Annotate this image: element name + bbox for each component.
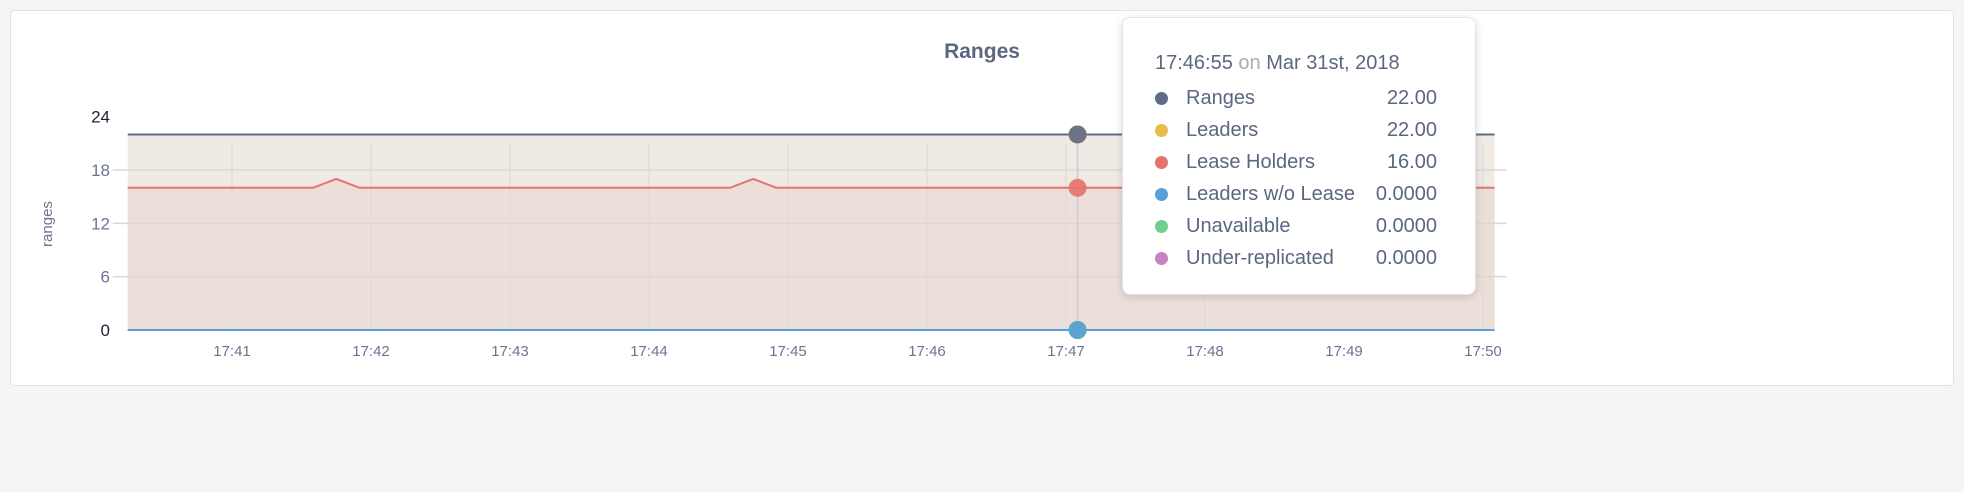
y-tick-label: 12 [91,214,110,233]
x-tick-label: 17:49 [1325,343,1363,360]
tooltip-row-leaders: Leaders 22.00 [1155,115,1437,145]
tooltip-timestamp: 17:46:55 on Mar 31st, 2018 [1155,52,1400,75]
tooltip-series-label: Leaders [1186,118,1259,141]
tooltip-series-value: 0.0000 [1375,246,1437,269]
x-tick-label: 17:46 [908,343,946,360]
tooltip-row-lease-holders: Lease Holders 16.00 [1155,147,1437,177]
y-tick-label: 0 [101,321,110,340]
series-color-dot-icon [1155,187,1168,201]
tooltip-series-label: Lease Holders [1186,150,1315,173]
y-tick-label: 18 [91,161,110,180]
x-tick-label: 17:47 [1047,343,1085,360]
tooltip-series-label: Ranges [1186,86,1255,109]
tooltip-date: Mar 31st, 2018 [1266,52,1400,74]
tooltip-series-label: Unavailable [1186,214,1291,237]
x-tick-label: 17:44 [630,343,668,360]
tooltip-series-label: Under-replicated [1186,246,1334,269]
series-line-lease-holders [127,177,1495,189]
tooltip-row-leaders-w-o-lease: Leaders w/o Lease 0.0000 [1155,179,1437,209]
series-color-dot-icon [1155,219,1168,233]
x-tick-label: 17:43 [491,343,529,360]
tooltip-series-value: 16.00 [1386,150,1437,173]
tooltip-series-value: 0.0000 [1375,214,1437,237]
tooltip-series-value: 22.00 [1386,86,1437,109]
x-tick-label: 17:42 [352,343,390,360]
y-axis-label: ranges [39,201,56,247]
tooltip-on: on [1238,52,1261,74]
x-tick-label: 17:41 [213,343,251,360]
series-color-dot-icon [1155,123,1168,137]
tooltip-series-value: 0.0000 [1375,182,1437,205]
hover-tooltip: 17:46:55 on Mar 31st, 2018 Ranges 22.00 Le… [1122,17,1476,295]
tooltip-row-ranges: Ranges 22.00 [1155,83,1437,113]
series-color-dot-icon [1155,155,1168,169]
y-tick-label: 6 [101,268,110,287]
tooltip-series-label: Leaders w/o Lease [1186,182,1356,205]
x-tick-label: 17:50 [1464,343,1502,360]
x-tick-label: 17:48 [1186,343,1224,360]
tooltip-time: 17:46:55 [1155,52,1233,74]
hover-point [1068,178,1087,197]
hover-point [1068,321,1087,339]
tooltip-row-unavailable: Unavailable 0.0000 [1155,211,1437,241]
tooltip-row-under-replicated: Under-replicated 0.0000 [1155,243,1437,273]
series-color-dot-icon [1155,251,1168,265]
hover-point [1068,125,1087,144]
x-tick-label: 17:45 [769,343,807,360]
tooltip-series-value: 22.00 [1386,118,1437,141]
series-color-dot-icon [1155,91,1168,105]
chart-title: Ranges [944,40,1020,63]
y-tick-label: 24 [91,108,110,127]
